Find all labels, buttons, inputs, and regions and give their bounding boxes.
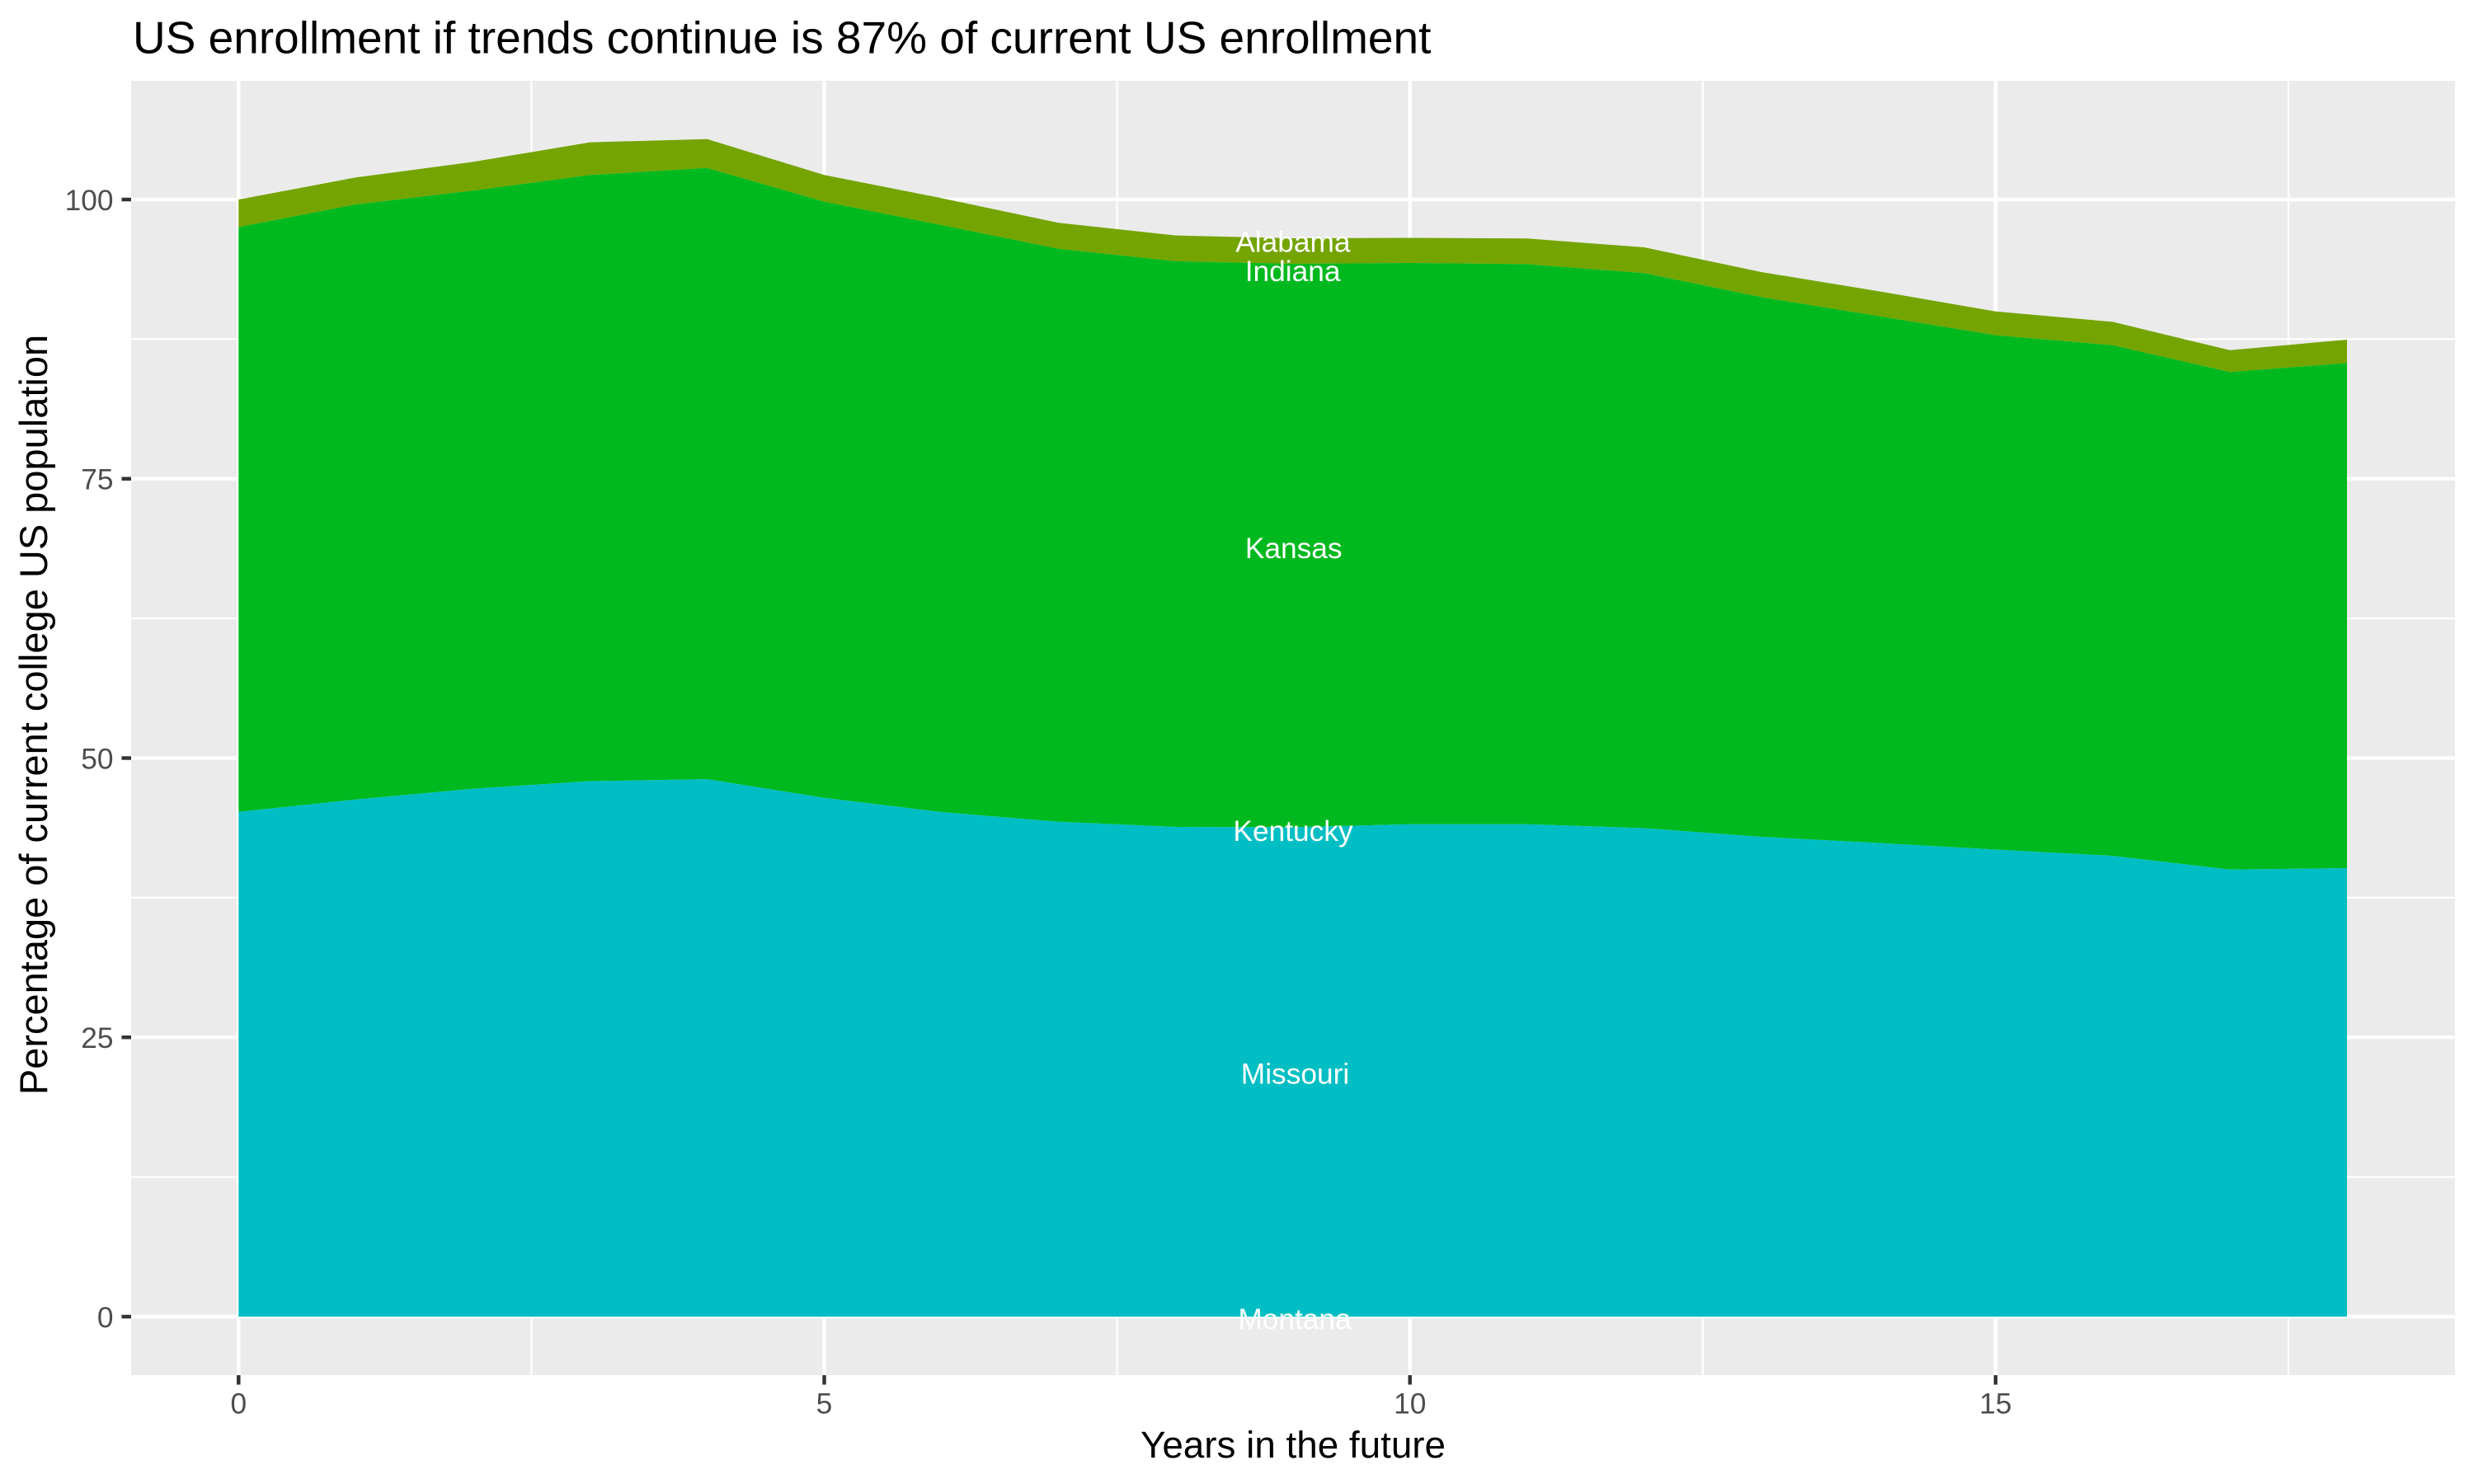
svg-text:75: 75 [81,464,113,496]
svg-text:10: 10 [1394,1388,1426,1421]
svg-text:0: 0 [230,1388,247,1421]
svg-text:5: 5 [816,1388,833,1421]
svg-text:Years in the future: Years in the future [1141,1424,1446,1466]
svg-text:25: 25 [81,1022,113,1054]
svg-text:Kentucky: Kentucky [1233,815,1353,848]
svg-text:15: 15 [1979,1388,2011,1421]
svg-text:Kansas: Kansas [1245,533,1343,565]
svg-text:Indiana: Indiana [1245,256,1341,288]
svg-text:50: 50 [81,743,113,775]
svg-text:0: 0 [97,1302,114,1334]
svg-text:Percentage of current college: Percentage of current college US populat… [12,335,55,1095]
svg-text:Montana: Montana [1238,1303,1352,1336]
svg-text:Alabama: Alabama [1235,226,1351,258]
svg-text:100: 100 [65,185,114,217]
svg-text:Missouri: Missouri [1241,1059,1349,1091]
svg-text:US enrollment if trends contin: US enrollment if trends continue is 87% … [133,12,1431,63]
